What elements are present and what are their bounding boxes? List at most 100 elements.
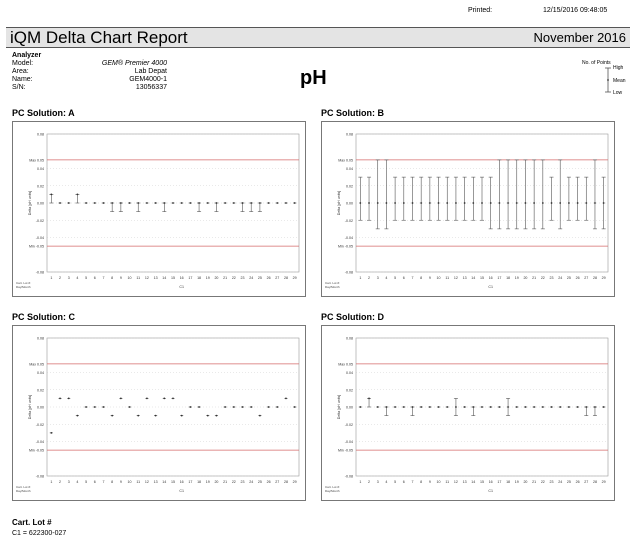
x-tick-label: 2 [59, 276, 61, 280]
mean-point [59, 202, 61, 204]
x-tick-label: 21 [223, 480, 227, 484]
x-tick-label: 6 [94, 276, 96, 280]
mean-point [437, 406, 440, 408]
mean-point [119, 397, 122, 400]
panel-title-c: PC Solution: C [12, 312, 75, 322]
analyzer-info: Analyzer Model: GEM® Premier 4000 Area: La… [12, 52, 167, 92]
x-tick-label: 28 [284, 480, 288, 484]
mean-point [163, 397, 166, 400]
area-value: Lab Depat [134, 68, 167, 75]
x-tick-label: 16 [180, 480, 184, 484]
mean-point [385, 202, 388, 204]
x-tick-label: 21 [223, 276, 227, 280]
mean-point [594, 406, 596, 408]
x-tick-label: 20 [214, 276, 218, 280]
mean-point [472, 202, 475, 204]
cart-lot-axis-label: Cart. Lot #: [16, 485, 31, 489]
mean-point [402, 406, 405, 408]
x-tick-label: 8 [420, 480, 422, 484]
mean-point [524, 202, 527, 204]
mean-point [67, 397, 70, 400]
x-tick-label: 7 [411, 276, 413, 280]
x-tick-label: 28 [593, 276, 597, 280]
mean-point [585, 202, 588, 204]
x-tick-label: 21 [532, 480, 536, 484]
mean-point [206, 414, 209, 417]
x-tick-label: 25 [567, 276, 571, 280]
mean-point [446, 202, 449, 204]
cart-lot-axis-label: Cart. Lot #: [325, 485, 340, 489]
mean-point [276, 406, 279, 408]
analyzer-row-name: Name: GEM4000-1 [12, 76, 167, 84]
mean-point [224, 202, 227, 204]
mean-point [146, 202, 148, 204]
x-tick-label: 21 [532, 276, 536, 280]
mean-point [585, 406, 588, 408]
x-tick-label: 10 [437, 480, 441, 484]
x-tick-label: 29 [293, 276, 297, 280]
mean-point [594, 202, 596, 204]
mean-point [481, 406, 483, 408]
mean-point [428, 202, 431, 204]
legend-graphic: No. of Points High Mean Low [582, 60, 626, 96]
x-tick-label: 25 [258, 480, 262, 484]
x-tick-label: 18 [197, 480, 201, 484]
x-tick-label: 17 [497, 276, 501, 280]
mean-point [602, 406, 605, 408]
mean-point [481, 202, 483, 204]
chart-panel-d: 0.08 Max 0.05 0.04 0.02 0.00 -0.02 -0.04 Min -0… [321, 325, 615, 501]
x-tick-label: 20 [523, 480, 527, 484]
mean-point [533, 406, 536, 408]
mean-point [172, 202, 174, 204]
mean-point [359, 202, 362, 204]
mean-point [437, 202, 440, 204]
mean-point [293, 406, 296, 408]
mean-point [215, 414, 218, 417]
analyzer-row-model: Model: GEM® Premier 4000 [12, 60, 167, 68]
x-tick-label: 18 [506, 480, 510, 484]
y-tick-label: 0.04 [346, 167, 353, 171]
cart-lot-axis-label: Cart. Lot #: [16, 281, 31, 285]
mean-point [368, 397, 370, 400]
y-axis-title: Delta [pH units] [28, 191, 32, 216]
mean-point [206, 202, 209, 204]
x-tick-label: 11 [445, 480, 449, 484]
mean-point [232, 202, 235, 204]
mean-point [172, 397, 174, 400]
y-tick-label: Min -0.05 [29, 449, 44, 453]
x-tick-label: 23 [241, 480, 245, 484]
y-tick-label: 0.04 [37, 167, 44, 171]
chart-panel-a: 0.08 Max 0.05 0.04 0.02 0.00 -0.02 -0.04 Min -0… [12, 121, 306, 297]
y-axis-title: Delta [pH units] [337, 191, 341, 216]
x-tick-label: 18 [506, 276, 510, 280]
x-tick-label: 7 [102, 480, 104, 484]
x-tick-label: 10 [437, 276, 441, 280]
x-tick-label: 4 [76, 276, 78, 280]
x-tick-label: 5 [85, 480, 87, 484]
panel-title-d: PC Solution: D [321, 312, 384, 322]
analyzer-heading: Analyzer [12, 52, 42, 59]
mean-point [111, 202, 114, 204]
y-tick-label: Max 0.05 [338, 158, 353, 162]
x-tick-label: 17 [497, 480, 501, 484]
y-axis-title: Delta [pH units] [28, 395, 32, 420]
y-tick-label: -0.08 [345, 271, 353, 275]
mean-point [498, 406, 501, 408]
x-tick-label: 8 [111, 276, 113, 280]
analyzer-row-area: Area: Lab Depat [12, 68, 167, 76]
x-tick-label: 11 [136, 480, 140, 484]
mean-point [59, 397, 61, 400]
y-tick-label: -0.08 [36, 271, 44, 275]
sn-value: 13056337 [135, 84, 167, 91]
mean-point [489, 406, 492, 408]
x-tick-label: 7 [411, 480, 413, 484]
mean-point [276, 202, 279, 204]
x-tick-label: 27 [584, 480, 588, 484]
x-tick-label: 23 [550, 276, 554, 280]
mean-point [541, 202, 544, 204]
x-tick-label: 16 [180, 276, 184, 280]
mean-point [267, 406, 270, 408]
x-tick-label: 19 [515, 480, 519, 484]
y-tick-label: 0.08 [346, 337, 353, 341]
x-tick-label: 6 [94, 480, 96, 484]
